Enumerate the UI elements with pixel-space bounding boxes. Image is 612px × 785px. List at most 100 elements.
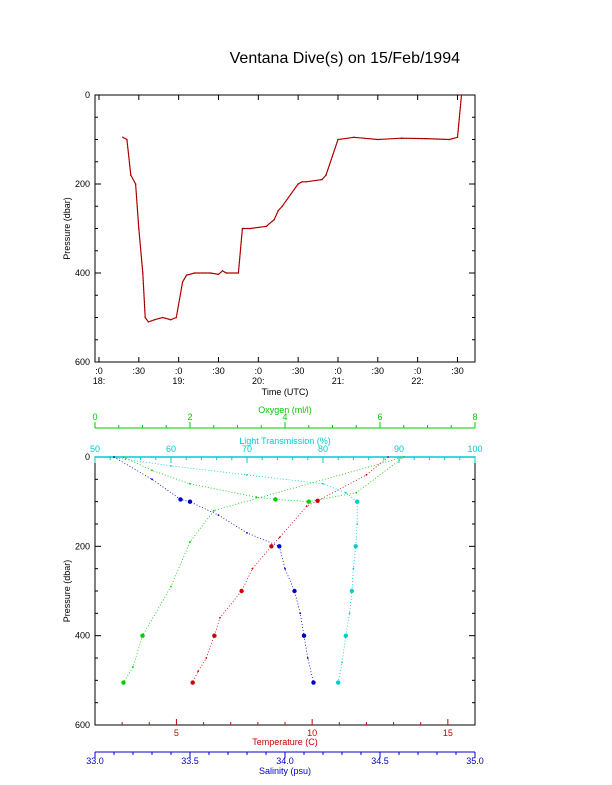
profile-point (305, 505, 308, 507)
profile-point (239, 588, 244, 594)
y-axis-label: Pressure (dbar) (62, 197, 72, 260)
oxygen-tick-label: 4 (282, 412, 287, 422)
y-tick-label: 400 (75, 631, 90, 641)
data-point (175, 316, 178, 319)
data-point (221, 270, 224, 272)
profile-point (140, 633, 145, 638)
profile-point (311, 680, 316, 685)
profile-point (344, 491, 347, 494)
salinity-tick-label: 33.0 (86, 756, 104, 766)
profile-point (306, 499, 311, 504)
profile-point (170, 465, 172, 467)
profile-point (121, 680, 126, 685)
profile-point (151, 478, 153, 481)
series-line-overlay (122, 94, 462, 323)
data-point (281, 205, 284, 208)
x-tick-label: 20: (252, 376, 265, 386)
salinity-tick-label: 35.0 (466, 756, 484, 766)
x-tick-label: :30 (292, 366, 305, 376)
x-tick-label: :30 (451, 366, 464, 376)
data-point (400, 137, 403, 139)
profile-point (336, 680, 341, 685)
profile-point (306, 657, 309, 659)
profile-point (284, 567, 286, 570)
profile-point (246, 532, 248, 534)
profile-point (219, 616, 221, 619)
profile-point (387, 456, 389, 458)
data-point (273, 218, 276, 221)
x-tick-label: :0 (175, 366, 183, 376)
profile-point (212, 509, 215, 512)
profile-point (353, 544, 358, 549)
data-point (265, 225, 268, 228)
profile-trace (110, 456, 358, 683)
chart-title: Ventana Dive(s) on 15/Feb/1994 (229, 50, 460, 67)
plot-frame (94, 94, 476, 363)
profile-point (292, 588, 297, 594)
profile-point (348, 612, 351, 615)
data-point (122, 136, 124, 139)
salinity-tick-label: 34.5 (371, 756, 389, 766)
profile-point (189, 482, 191, 485)
data-point (225, 272, 228, 274)
data-point (424, 137, 427, 140)
profile-point (322, 482, 324, 485)
x-axis-label: Time (UTC) (262, 387, 309, 397)
data-point (337, 138, 339, 141)
y-tick-label: 400 (75, 268, 90, 278)
data-point (377, 138, 379, 141)
y-tick-label: 200 (75, 179, 90, 189)
profile-point (355, 499, 360, 504)
data-point (126, 138, 128, 141)
profile-point (356, 523, 359, 525)
temperature-tick-label: 15 (443, 728, 453, 738)
x-tick-label: :30 (133, 366, 146, 376)
temperature-axis-label: Temperature (C) (252, 737, 318, 747)
x-tick-label: :0 (414, 366, 422, 376)
data-point (217, 273, 220, 276)
data-point (325, 174, 327, 176)
data-point (456, 136, 459, 139)
data-point (209, 272, 212, 274)
profile-point (278, 536, 281, 539)
data-point (460, 94, 463, 96)
y-tick-label: 600 (75, 720, 90, 730)
profile-point (315, 498, 320, 503)
profile-trace (113, 456, 314, 683)
data-point (147, 321, 150, 323)
profile-point (122, 456, 125, 458)
x-tick-label: 19: (172, 376, 185, 386)
data-point (138, 227, 140, 230)
x-tick-label: 18: (93, 376, 106, 386)
plot-frame-profiles (94, 456, 476, 726)
temperature-tick-label: 10 (307, 728, 317, 738)
data-point (144, 316, 146, 319)
profile-point (132, 666, 134, 668)
y-tick-label: 600 (75, 357, 90, 367)
data-point (353, 136, 355, 139)
light-tick-label: 90 (394, 444, 404, 454)
profile-trace (123, 456, 405, 683)
profile-point (352, 567, 355, 570)
oxygen-tick-label: 0 (92, 412, 97, 422)
profile-point (343, 633, 348, 638)
profile-point (178, 497, 183, 502)
x-tick-label: 21: (332, 376, 345, 386)
profile-point (301, 633, 307, 638)
series-line (122, 94, 463, 323)
oxygen-tick-label: 8 (472, 412, 477, 422)
data-point (241, 227, 244, 230)
x-tick-label: :0 (255, 366, 263, 376)
profile-point (355, 491, 358, 494)
light-tick-label: 80 (318, 444, 328, 454)
y-tick-label: 0 (85, 452, 90, 462)
profile-point (187, 499, 193, 504)
profile-point (151, 469, 153, 472)
data-point (181, 281, 184, 283)
data-point (237, 272, 240, 274)
data-point (301, 181, 303, 183)
profile-point (113, 456, 115, 458)
light-tick-label: 70 (242, 444, 252, 454)
data-point (130, 174, 132, 176)
